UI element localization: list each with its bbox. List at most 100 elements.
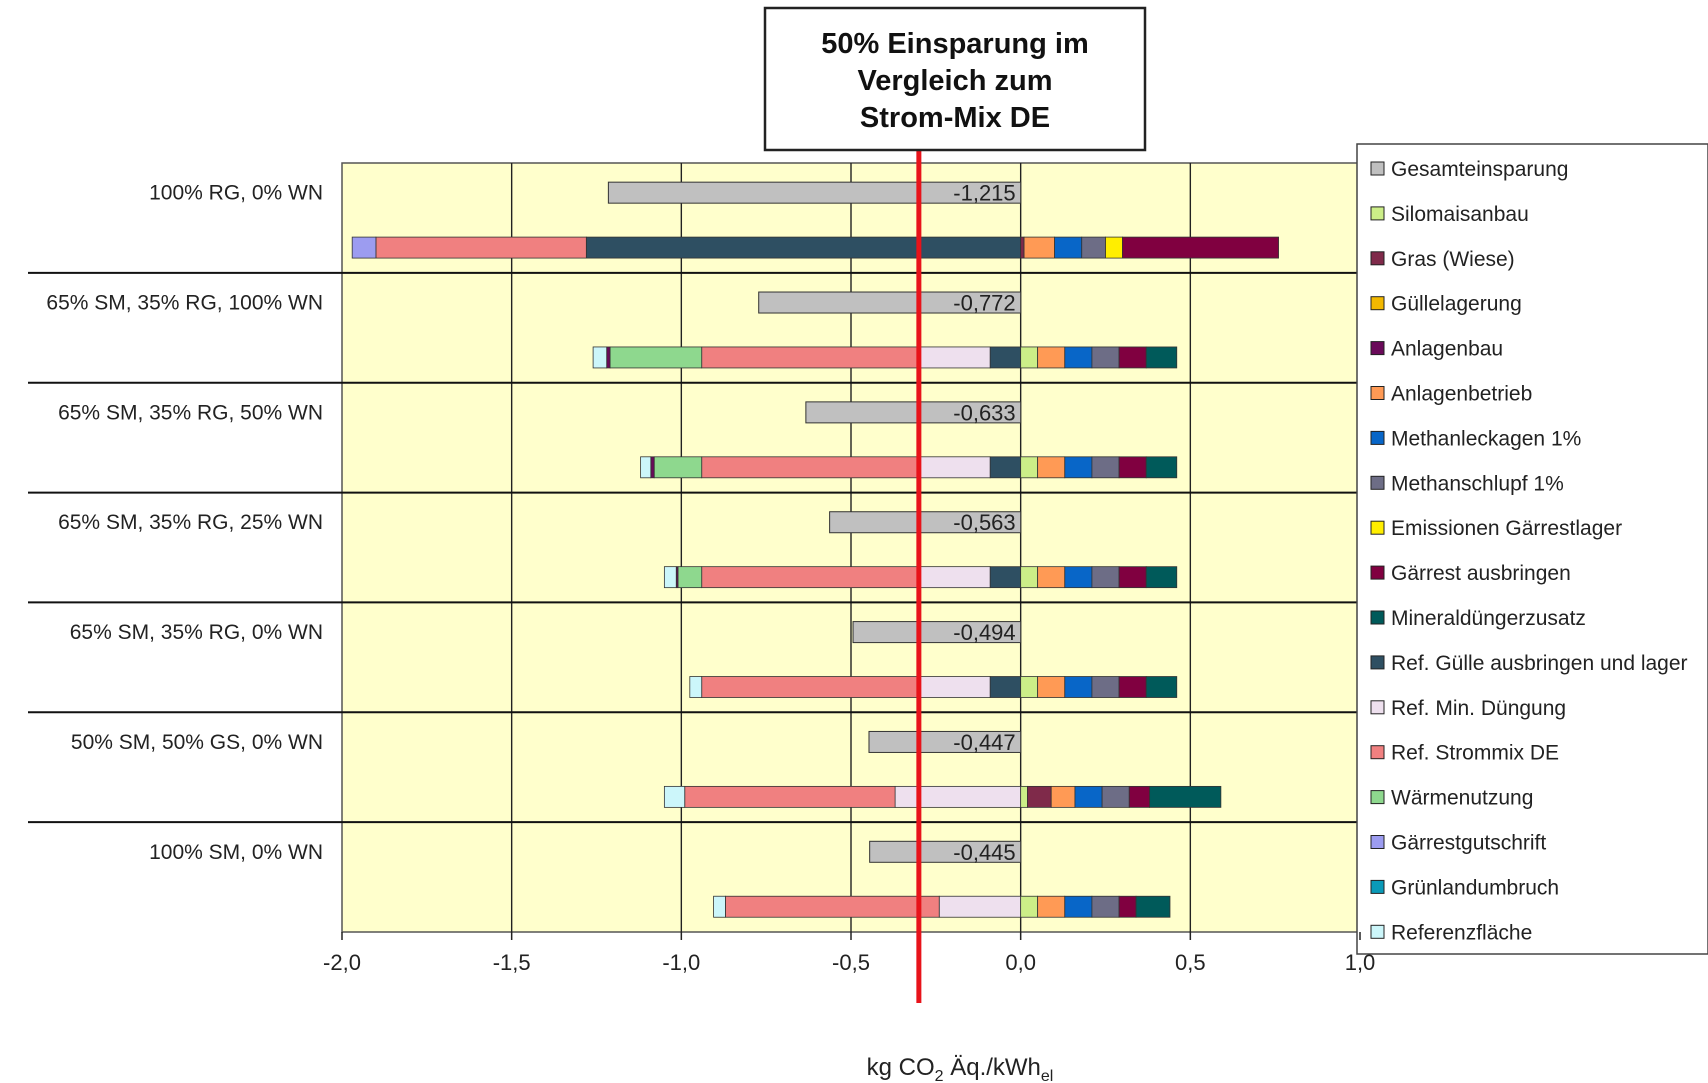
segment-methanleckagen-1- bbox=[1064, 456, 1093, 479]
segment-ref-strommix-de bbox=[701, 456, 920, 479]
segment-ref-min-d-ngung bbox=[938, 895, 1022, 918]
segment-g-rrest-ausbringen bbox=[1128, 785, 1151, 808]
segment-ref-strommix-de bbox=[701, 676, 920, 698]
legend-swatch bbox=[1370, 386, 1385, 400]
total-value-label: -0,494 bbox=[953, 620, 1015, 645]
segment-referenzfl-che bbox=[592, 346, 608, 369]
segment-ref-strommix-de bbox=[684, 785, 896, 808]
x-tick-label: 1,0 bbox=[1345, 950, 1376, 975]
category-label: 50% SM, 50% GS, 0% WN bbox=[71, 731, 323, 754]
segment-gras-wiese- bbox=[1027, 785, 1052, 808]
total-value-label: -0,633 bbox=[953, 400, 1015, 425]
segment-w-rmenutzung bbox=[653, 456, 703, 479]
total-value-label: -0,772 bbox=[953, 291, 1015, 316]
total-value-label: -0,447 bbox=[953, 730, 1015, 755]
segment-methanschlupf-1- bbox=[1091, 895, 1120, 918]
total-value-label: -1,215 bbox=[953, 181, 1015, 206]
category-label: 65% SM, 35% RG, 50% WN bbox=[58, 401, 323, 424]
segment-silomaisanbau bbox=[1020, 456, 1039, 479]
legend-swatch bbox=[1370, 430, 1385, 445]
legend-label: Wärmenutzung bbox=[1391, 787, 1533, 810]
segment-ref-strommix-de bbox=[701, 346, 920, 369]
segment-silomaisanbau bbox=[1020, 895, 1039, 918]
segment-ref-min-d-ngung bbox=[918, 456, 991, 479]
legend-swatch bbox=[1370, 835, 1385, 849]
legend-label: Anlagenbetrieb bbox=[1391, 383, 1532, 406]
segment-ref-strommix-de bbox=[725, 895, 940, 918]
segment-gras-wiese- bbox=[1020, 236, 1025, 259]
segment-silomaisanbau bbox=[1020, 346, 1039, 369]
legend-frame bbox=[1356, 143, 1708, 955]
segment-silomaisanbau bbox=[1020, 676, 1039, 698]
plot-area bbox=[28, 162, 1361, 933]
segment-anlagenbau bbox=[650, 456, 655, 479]
legend-label: Mineraldüngerzusatz bbox=[1391, 607, 1586, 630]
segment-anlagenbetrieb bbox=[1037, 456, 1066, 479]
legend-swatch bbox=[1370, 251, 1385, 266]
segment-methanschlupf-1- bbox=[1091, 456, 1120, 479]
segment-minerald-ngerzusatz bbox=[1145, 566, 1178, 589]
segment-methanleckagen-1- bbox=[1064, 676, 1093, 698]
legend-label: Gras (Wiese) bbox=[1391, 248, 1515, 271]
x-tick-label: 0,5 bbox=[1175, 950, 1206, 975]
legend-label: Ref. Gülle ausbringen und lager bbox=[1391, 652, 1688, 675]
segment-g-rrest-ausbringen bbox=[1118, 676, 1147, 698]
segment-methanschlupf-1- bbox=[1081, 236, 1106, 259]
segment-g-rrest-ausbringen bbox=[1118, 346, 1147, 369]
segment-ref-g-lle-ausbringen-und-lager bbox=[989, 456, 1022, 479]
legend-swatch bbox=[1370, 161, 1385, 176]
category-label: 65% SM, 35% RG, 25% WN bbox=[58, 511, 323, 534]
legend-swatch bbox=[1370, 700, 1385, 715]
legend-swatch bbox=[1370, 565, 1385, 580]
x-tick-label: -1,0 bbox=[662, 950, 700, 975]
segment-methanleckagen-1- bbox=[1074, 785, 1103, 808]
segment-ref-strommix-de bbox=[701, 566, 920, 589]
segment-w-rmenutzung bbox=[677, 566, 703, 589]
annotation-frame bbox=[763, 6, 1147, 152]
legend-swatch bbox=[1370, 475, 1385, 490]
segment-ref-strommix-de bbox=[375, 236, 587, 259]
segment-ref-min-d-ngung bbox=[918, 566, 991, 589]
segment-g-rrest-ausbringen bbox=[1118, 456, 1147, 479]
segment-referenzfl-che bbox=[663, 566, 677, 589]
legend-label: Grünlandumbruch bbox=[1391, 876, 1559, 899]
legend-label: Ref. Min. Düngung bbox=[1391, 697, 1566, 720]
legend-label: Güllelagerung bbox=[1391, 293, 1522, 316]
segment-methanschlupf-1- bbox=[1091, 346, 1120, 369]
segment-silomaisanbau bbox=[1020, 785, 1028, 808]
segment-anlagenbetrieb bbox=[1037, 566, 1066, 589]
segment-g-rrest-ausbringen bbox=[1118, 566, 1147, 589]
annotation-line-1: 50% Einsparung im bbox=[821, 28, 1089, 60]
legend-label: Silomaisanbau bbox=[1391, 203, 1529, 226]
legend-swatch bbox=[1370, 879, 1385, 894]
segment-methanschlupf-1- bbox=[1091, 676, 1120, 698]
segment-methanleckagen-1- bbox=[1064, 346, 1093, 369]
legend-swatch bbox=[1370, 745, 1385, 760]
segment-anlagenbau bbox=[606, 346, 611, 369]
segment-ref-g-lle-ausbringen-und-lager bbox=[585, 236, 1022, 259]
segment-minerald-ngerzusatz bbox=[1145, 676, 1178, 698]
annotation-line-3: Strom-Mix DE bbox=[860, 102, 1050, 134]
segment-anlagenbetrieb bbox=[1037, 676, 1066, 698]
segment-emissionen-g-rrestlager bbox=[1105, 236, 1123, 259]
legend-swatch bbox=[1370, 296, 1385, 311]
legend-label: Methanleckagen 1% bbox=[1391, 427, 1581, 450]
segment-g-rrestgutschrift bbox=[351, 236, 377, 259]
segment-minerald-ngerzusatz bbox=[1135, 895, 1171, 918]
segment-w-rmenutzung bbox=[609, 346, 703, 369]
x-tick-label: -1,5 bbox=[493, 950, 531, 975]
segment-methanleckagen-1- bbox=[1064, 895, 1093, 918]
segment-methanschlupf-1- bbox=[1101, 785, 1130, 808]
total-bar bbox=[805, 401, 1022, 424]
total-bar bbox=[829, 511, 1022, 534]
category-label: 100% RG, 0% WN bbox=[149, 182, 323, 205]
segment-methanleckagen-1- bbox=[1054, 236, 1083, 259]
legend-label: Gärrestgutschrift bbox=[1391, 832, 1546, 855]
total-bar bbox=[758, 291, 1022, 314]
legend-label: Gärrest ausbringen bbox=[1391, 562, 1571, 585]
x-tick-label: 0,0 bbox=[1005, 950, 1036, 975]
annotation-line-2: Vergleich zum bbox=[857, 65, 1052, 97]
segment-ref-g-lle-ausbringen-und-lager bbox=[989, 346, 1022, 369]
segment-anlagenbetrieb bbox=[1037, 346, 1066, 369]
